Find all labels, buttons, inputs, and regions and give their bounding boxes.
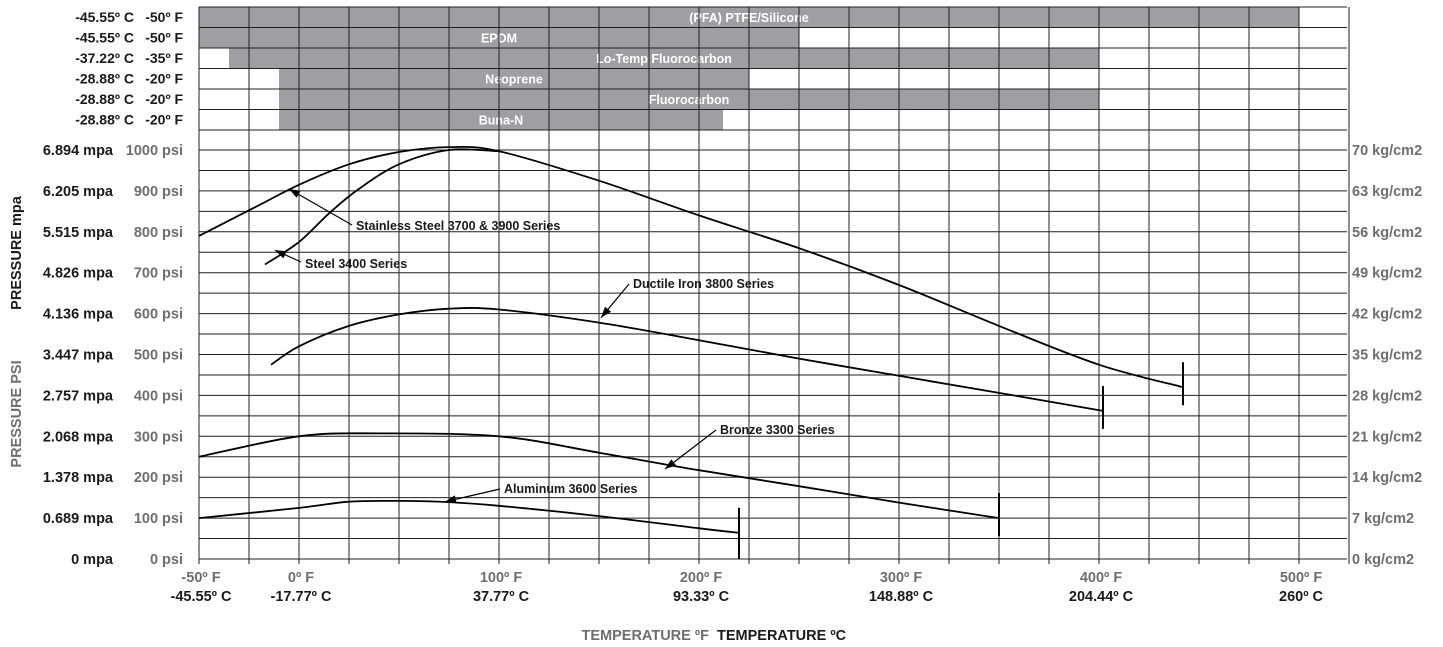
bar-min-f-label: -50º F [145, 9, 183, 25]
y-tick-kg: 56 kg/cm2 [1352, 225, 1422, 241]
bar-min-f-label: -50º F [145, 30, 183, 46]
y-tick-mpa: 0.689 mpa [43, 511, 114, 527]
bar-min-f-label: -20º F [145, 91, 183, 107]
y-tick-psi: 200 psi [134, 470, 183, 486]
x-tick-f: -50º F [181, 570, 220, 586]
x-tick-f: 0º F [288, 570, 314, 586]
pressure-curve-line [198, 145, 1184, 389]
curve-annotations: Stainless Steel 3700 & 3900 Series Steel … [274, 188, 835, 504]
bar-label: Neoprene [485, 73, 543, 87]
annotation-label: Stainless Steel 3700 & 3900 Series [356, 219, 560, 233]
bar-min-f-label: -20º F [145, 112, 183, 128]
y-tick-mpa: 6.205 mpa [43, 184, 114, 200]
x-tick-c: 37.77º C [473, 589, 530, 605]
y-tick-kg: 42 kg/cm2 [1352, 307, 1422, 323]
annotation-arrowhead [601, 306, 612, 318]
annotation-arrowhead [445, 495, 457, 504]
annotation-arrowhead [289, 188, 301, 198]
x-tick-f: 400º F [1080, 570, 1123, 586]
x-tick-f: 300º F [880, 570, 923, 586]
annotation-label: Ductile Iron 3800 Series [633, 277, 774, 291]
x-tick-f: 200º F [680, 570, 723, 586]
y-tick-mpa: 4.136 mpa [43, 307, 114, 323]
y-tick-mpa: 4.826 mpa [43, 266, 114, 282]
x-tick-c: 148.88º C [869, 589, 934, 605]
x-tick-c: -45.55º C [171, 589, 232, 605]
y-tick-kg: 7 kg/cm2 [1352, 511, 1414, 527]
pressure-curve-line [264, 148, 500, 266]
y-tick-psi: 300 psi [134, 429, 183, 445]
y-tick-psi: 900 psi [134, 184, 183, 200]
bar-min-c-label: -28.88º C [75, 71, 134, 87]
chart-grid [198, 6, 1350, 564]
y-tick-mpa: 5.515 mpa [43, 225, 114, 241]
y-tick-mpa: 0 mpa [71, 552, 114, 568]
temperature-bar [279, 89, 1099, 110]
y-tick-psi: 700 psi [134, 266, 183, 282]
x-axis-title-f: TEMPERATURE ºF [582, 628, 710, 644]
y-tick-psi: 0 psi [150, 552, 183, 568]
y-tick-kg: 63 kg/cm2 [1352, 184, 1422, 200]
temperature-bar [229, 48, 1099, 69]
bar-label: Fluorocarbon [649, 93, 730, 107]
annotation-label: Bronze 3300 Series [720, 423, 835, 437]
x-axis-title-c: TEMPERATURE ºC [717, 628, 847, 644]
pressure-curve-line [270, 307, 1104, 412]
y-tick-mpa: 3.447 mpa [43, 348, 114, 364]
annotation-leader [288, 188, 353, 226]
y-tick-kg: 70 kg/cm2 [1352, 143, 1422, 159]
pressure-curve-line [198, 499, 740, 534]
bar-min-c-label: -28.88º C [75, 91, 134, 107]
annotation-label: Aluminum 3600 Series [504, 482, 637, 496]
x-tick-c: -17.77º C [271, 589, 332, 605]
y-axis-title-psi: PRESSURE PSI [9, 360, 25, 467]
y-tick-psi: 600 psi [134, 307, 183, 323]
bar-min-c-label: -37.22º C [75, 50, 134, 66]
x-tick-c: 93.33º C [673, 589, 730, 605]
x-tick-f: 500º F [1280, 570, 1323, 586]
annotation-label: Steel 3400 Series [305, 257, 407, 271]
axis-labels: -45.55º C -50º F-45.55º C -50º F-37.22º C-… [43, 9, 1422, 605]
bar-label: Buna-N [479, 114, 523, 128]
y-tick-kg: 14 kg/cm2 [1352, 470, 1422, 486]
y-tick-kg: 0 kg/cm2 [1352, 552, 1414, 568]
bar-min-c-label: -28.88º C [75, 112, 134, 128]
y-tick-kg: 49 kg/cm2 [1352, 266, 1422, 282]
y-tick-psi: 100 psi [134, 511, 183, 527]
y-tick-mpa: 6.894 mpa [43, 143, 114, 159]
bar-min-c-label: -45.55º C [75, 9, 134, 25]
temperature-bar [279, 109, 723, 130]
bar-min-c-label: -45.55º C [75, 30, 134, 46]
y-tick-mpa: 2.757 mpa [43, 388, 114, 404]
y-tick-mpa: 1.378 mpa [43, 470, 114, 486]
y-tick-mpa: 2.068 mpa [43, 429, 114, 445]
y-axis-title-mpa: PRESSURE mpa [9, 195, 25, 310]
y-tick-psi: 500 psi [134, 348, 183, 364]
y-tick-psi: 800 psi [134, 225, 183, 241]
bar-min-f-label: -35º F [145, 50, 183, 66]
y-tick-kg: 21 kg/cm2 [1352, 429, 1422, 445]
x-tick-f: 100º F [480, 570, 523, 586]
temperature-bar [279, 68, 749, 89]
pressure-curve-line [198, 432, 1000, 519]
bar-label: Lo-Temp Fluorocarbon [596, 52, 732, 66]
x-tick-c: 260º C [1279, 589, 1324, 605]
annotation-arrowhead [275, 250, 287, 259]
bar-min-f-label: -20º F [145, 71, 183, 87]
x-tick-c: 204.44º C [1069, 589, 1134, 605]
y-tick-kg: 35 kg/cm2 [1352, 348, 1422, 364]
y-tick-kg: 28 kg/cm2 [1352, 388, 1422, 404]
annotation-arrowhead [665, 459, 677, 469]
y-tick-psi: 1000 psi [126, 143, 183, 159]
y-tick-psi: 400 psi [134, 388, 183, 404]
